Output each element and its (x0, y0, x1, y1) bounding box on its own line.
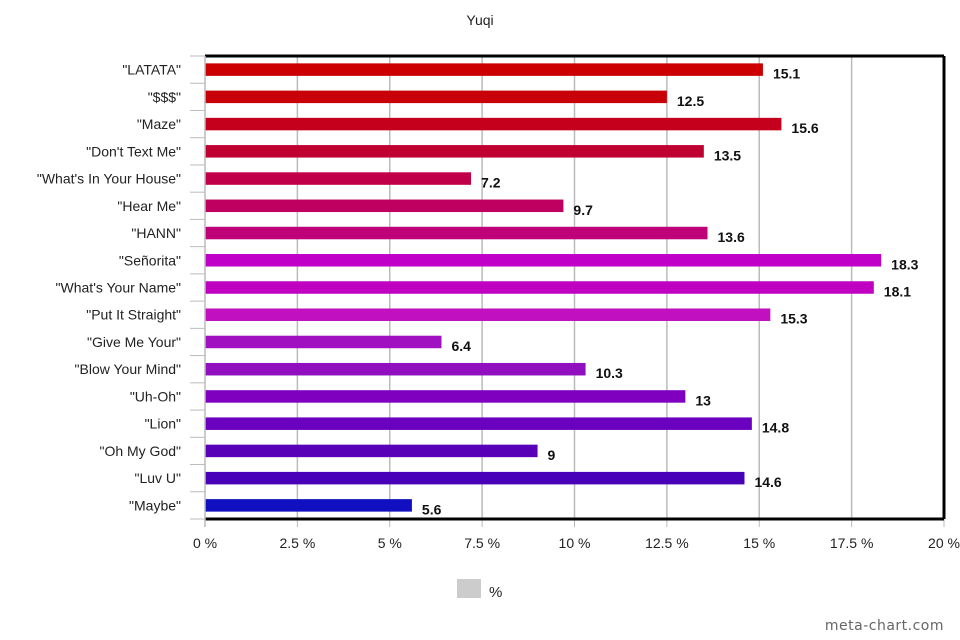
x-tick-label: 2.5 % (279, 535, 315, 551)
x-tick-label: 10 % (559, 535, 591, 551)
bar (205, 117, 782, 131)
bar (205, 390, 686, 403)
data-label: 13.5 (714, 147, 741, 163)
bar (205, 362, 586, 376)
bar (205, 226, 708, 240)
category-label: "Hear Me" (117, 198, 181, 214)
bar (205, 471, 745, 485)
category-label: "What's Your Name" (56, 280, 181, 296)
data-label: 18.3 (891, 256, 918, 272)
bar (205, 145, 704, 158)
category-label: "What's In Your House" (37, 171, 181, 187)
data-label: 6.4 (451, 338, 471, 354)
legend-swatch (457, 579, 481, 598)
category-label: "Blow Your Mind" (75, 361, 181, 377)
data-label: 15.1 (773, 66, 800, 82)
data-label: 5.6 (422, 501, 442, 517)
data-label: 13 (695, 392, 711, 408)
chart-title: Yuqi (466, 12, 493, 28)
data-label: 12.5 (677, 93, 704, 109)
bar (205, 308, 771, 321)
category-label: "Lion" (145, 416, 181, 432)
category-label: "Uh-Oh" (130, 388, 181, 404)
category-label: "Luv U" (134, 470, 181, 486)
x-tick-label: 17.5 % (830, 535, 874, 551)
category-label: "Señorita" (119, 252, 181, 268)
bar (205, 63, 763, 76)
data-label: 15.6 (791, 120, 818, 136)
data-label: 7.2 (481, 175, 501, 191)
bar (205, 335, 442, 349)
bar (205, 499, 412, 512)
category-label: "Give Me Your" (87, 334, 181, 350)
category-label: "LATATA" (122, 62, 181, 78)
bar (205, 90, 667, 104)
category-label: "Maybe" (129, 497, 181, 513)
category-label: "Don't Text Me" (86, 143, 181, 159)
x-tick-label: 0 % (193, 535, 217, 551)
bar (205, 417, 752, 430)
legend-label: % (489, 584, 502, 601)
category-label: "$$$" (148, 89, 181, 105)
data-label: 9.7 (573, 202, 593, 218)
x-tick-label: 12.5 % (645, 535, 689, 551)
watermark: meta-chart.com (824, 618, 944, 634)
x-tick-label: 20 % (928, 535, 960, 551)
data-label: 14.6 (754, 474, 781, 490)
data-label: 14.8 (762, 420, 789, 436)
data-label: 18.1 (884, 284, 911, 300)
bar (205, 172, 472, 185)
bar (205, 199, 564, 213)
bar (205, 281, 874, 294)
data-label: 10.3 (596, 365, 623, 381)
data-label: 13.6 (718, 229, 745, 245)
category-label: "Oh My God" (99, 443, 181, 459)
category-label: "Put It Straight" (86, 307, 181, 323)
category-label: "Maze" (137, 116, 181, 132)
bar (205, 444, 538, 458)
x-tick-label: 7.5 % (464, 535, 500, 551)
data-label: 9 (548, 447, 556, 463)
category-label: "HANN" (131, 225, 181, 241)
bar (205, 254, 882, 267)
x-tick-label: 15 % (743, 535, 775, 551)
data-label: 15.3 (780, 311, 807, 327)
x-tick-label: 5 % (378, 535, 402, 551)
